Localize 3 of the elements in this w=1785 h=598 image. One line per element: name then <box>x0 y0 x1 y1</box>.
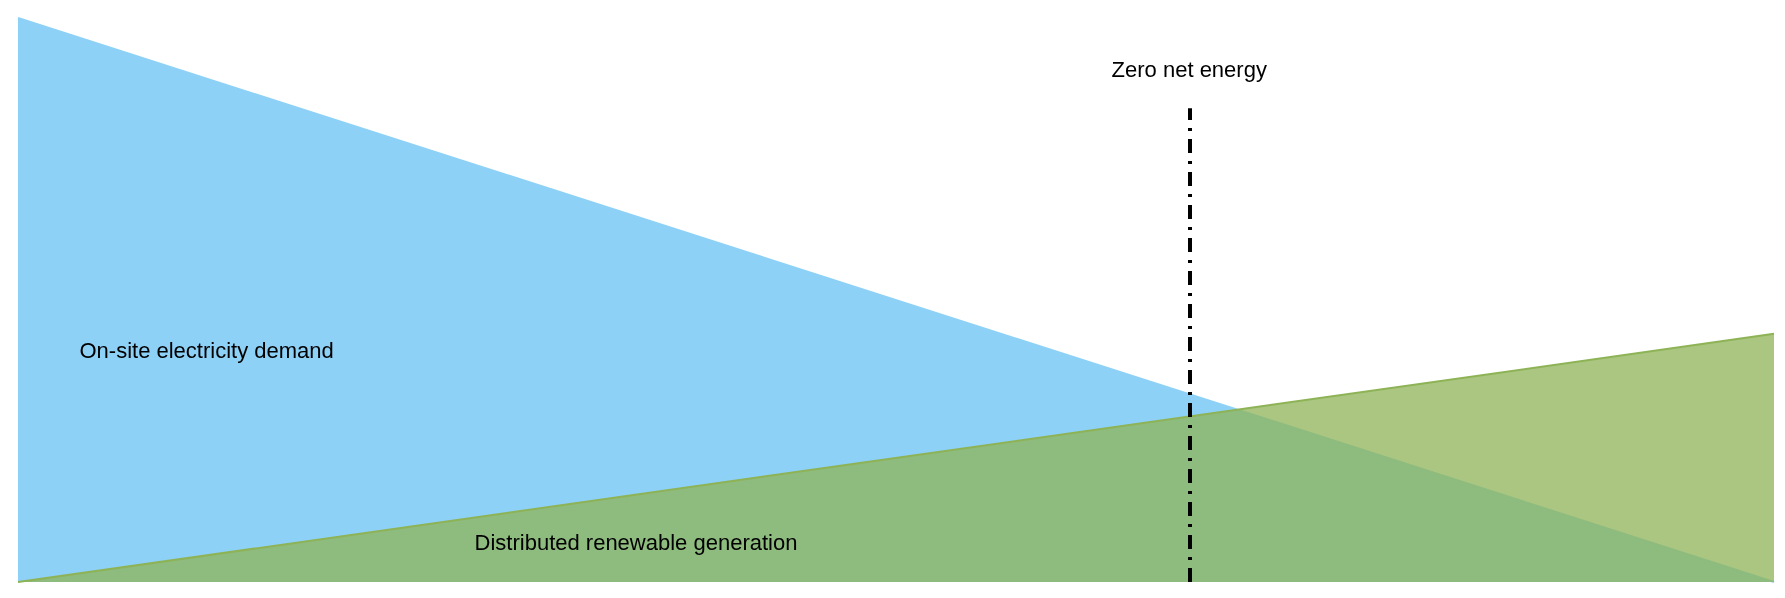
annotation: Zero net energy <box>1111 56 1267 82</box>
series-label: Distributed renewable generation <box>474 530 798 556</box>
series-label: On-site electricity demand <box>79 338 334 364</box>
